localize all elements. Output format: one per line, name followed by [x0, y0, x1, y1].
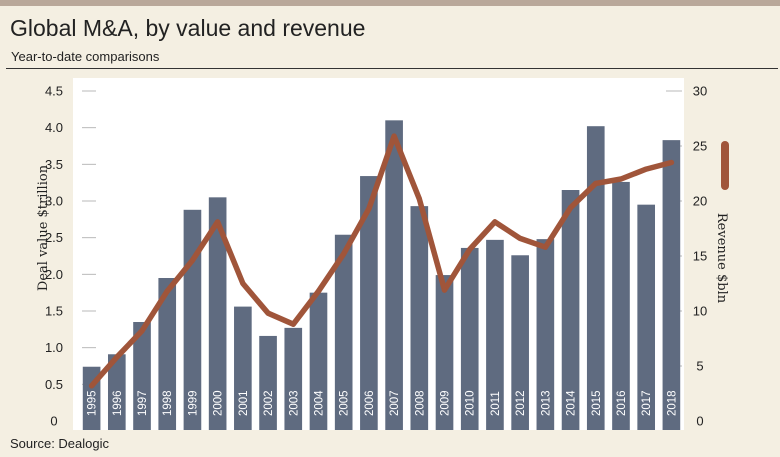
- bar-2018: [662, 140, 681, 430]
- left-tick-label: 2.0: [45, 267, 63, 282]
- category-label-2006: 2006: [364, 390, 376, 416]
- left-tick-label: 1.0: [45, 340, 63, 355]
- revenue-point-2010: [467, 246, 473, 252]
- left-tick-label: 2.5: [45, 230, 63, 245]
- header-divider: [6, 68, 778, 69]
- revenue-point-1998: [164, 288, 170, 294]
- bar-2015: [586, 126, 605, 430]
- bar-2013: [536, 239, 555, 430]
- left-tick-label: 3.5: [45, 157, 63, 172]
- bar-2006: [360, 176, 378, 430]
- category-label-2015: 2015: [591, 390, 603, 416]
- revenue-point-2007: [391, 133, 397, 139]
- bar-2011: [486, 239, 504, 430]
- category-label-2009: 2009: [440, 390, 452, 416]
- bar-2005: [334, 234, 353, 430]
- bar-2017: [637, 204, 656, 430]
- revenue-point-2002: [265, 310, 271, 316]
- left-tick-label: 4.0: [45, 120, 63, 135]
- left-tick-label: 0: [50, 414, 57, 429]
- revenue-point-2003: [290, 321, 296, 327]
- category-label-2001: 2001: [238, 390, 250, 416]
- revenue-point-2012: [517, 235, 523, 241]
- right-tick-label: 30: [693, 84, 707, 99]
- bar-2000: [208, 197, 227, 430]
- revenue-point-2016: [618, 176, 624, 182]
- category-label-2003: 2003: [288, 390, 300, 416]
- bar-2016: [612, 181, 630, 430]
- right-tick-label: 20: [693, 194, 707, 209]
- source-note: Source: Dealogic: [10, 436, 109, 451]
- category-label-1999: 1999: [187, 390, 199, 416]
- bar-2004: [309, 292, 328, 430]
- category-label-1998: 1998: [162, 390, 174, 416]
- revenue-point-1995: [89, 383, 95, 389]
- revenue-point-1997: [139, 328, 145, 334]
- bar-2008: [410, 206, 429, 430]
- revenue-point-2005: [341, 251, 347, 257]
- revenue-point-2000: [215, 219, 221, 225]
- right-tick-label: 5: [696, 359, 703, 374]
- revenue-point-2001: [240, 281, 246, 286]
- revenue-point-1999: [189, 257, 195, 263]
- chart-title: Global M&A, by value and revenue: [10, 15, 366, 41]
- category-label-2005: 2005: [339, 390, 351, 416]
- left-tick-label: 1.5: [45, 304, 63, 319]
- category-label-2010: 2010: [465, 390, 477, 416]
- revenue-point-2014: [568, 205, 574, 211]
- right-tick-label: 10: [693, 304, 707, 319]
- category-label-2017: 2017: [641, 390, 653, 416]
- chart-subtitle: Year-to-date comparisons: [11, 49, 160, 64]
- bar-2012: [511, 255, 529, 430]
- left-tick-label: 0.5: [45, 377, 63, 392]
- category-label-2013: 2013: [540, 390, 552, 416]
- category-label-2011: 2011: [490, 391, 502, 416]
- category-label-1995: 1995: [87, 390, 99, 416]
- revenue-point-2017: [643, 166, 649, 172]
- bar-1996: [107, 354, 126, 430]
- left-axis-label: Deal value $trillion: [36, 164, 51, 291]
- revenue-line: [88, 133, 675, 389]
- category-label-2016: 2016: [616, 390, 628, 416]
- left-tick-label: 3.0: [45, 194, 63, 209]
- category-label-2018: 2018: [666, 390, 678, 416]
- right-tick-label: 25: [693, 139, 707, 154]
- right-tick-label: 15: [693, 249, 707, 264]
- category-label-2002: 2002: [263, 390, 275, 416]
- revenue-point-1996: [114, 354, 120, 360]
- left-tick-label: 4.5: [45, 84, 63, 99]
- category-label-1997: 1997: [137, 390, 149, 416]
- bar-2003: [284, 327, 303, 430]
- revenue-point-2009: [442, 287, 448, 293]
- bar-2014: [561, 190, 580, 430]
- category-label-2008: 2008: [414, 390, 426, 416]
- bar-2002: [259, 335, 277, 430]
- revenue-point-2018: [668, 160, 674, 165]
- right-axis-label: Revenue $bln: [714, 213, 729, 304]
- category-label-2000: 2000: [213, 390, 225, 416]
- category-label-2004: 2004: [313, 390, 325, 416]
- revenue-point-2011: [492, 219, 498, 225]
- category-label-1996: 1996: [112, 390, 124, 416]
- bar-1997: [133, 322, 151, 430]
- bar-1998: [158, 278, 177, 430]
- revenue-point-2006: [366, 206, 372, 212]
- bar-2001: [234, 306, 252, 430]
- bar-2007: [385, 120, 403, 430]
- revenue-point-2004: [315, 288, 321, 294]
- revenue-point-2008: [416, 196, 422, 202]
- category-label-2014: 2014: [566, 390, 578, 416]
- revenue-point-2015: [593, 180, 599, 186]
- right-tick-label: 0: [696, 414, 703, 429]
- bar-2009: [435, 275, 454, 430]
- bar-2010: [460, 247, 479, 430]
- category-label-2012: 2012: [515, 390, 527, 416]
- revenue-point-2013: [542, 244, 548, 250]
- top-accent-bar: [0, 0, 780, 6]
- category-label-2007: 2007: [389, 390, 401, 416]
